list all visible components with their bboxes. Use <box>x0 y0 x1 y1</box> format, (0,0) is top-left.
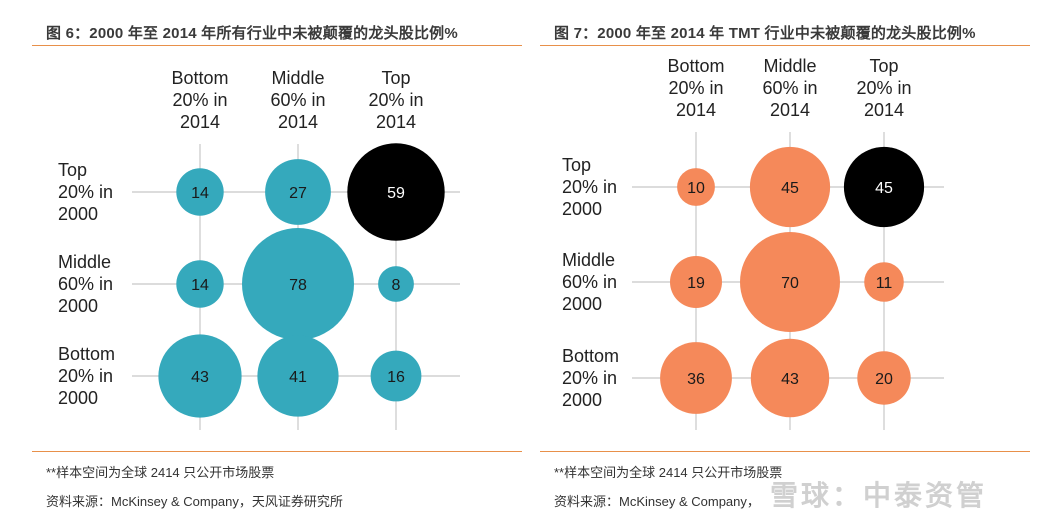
row-label-line: 60% in <box>58 274 113 294</box>
bubble <box>158 334 242 418</box>
row-label-line: Top <box>562 155 591 175</box>
row-label-line: 20% in <box>562 368 617 388</box>
bubble-value: 8 <box>392 277 401 294</box>
row-label-line: 2000 <box>562 199 602 219</box>
row-label-line: 2000 <box>58 204 98 224</box>
column-label: Middle 60% in 2014 <box>270 68 325 132</box>
column-label-line: 20% in <box>856 78 911 98</box>
bubble-value: 43 <box>781 371 799 388</box>
bubble <box>660 342 732 414</box>
chart-title: 图 6：2000 年至 2014 年所有行业中未被颠覆的龙头股比例% <box>46 25 458 42</box>
row-label-line: Bottom <box>58 344 115 364</box>
bubble <box>864 262 904 302</box>
footer-divider <box>32 451 522 452</box>
bubble <box>265 159 331 225</box>
chart-panel-left: 图 6：2000 年至 2014 年所有行业中未被颠覆的龙头股比例% Botto… <box>32 0 532 524</box>
column-label-line: 20% in <box>368 90 423 110</box>
bubble-value: 19 <box>687 275 705 292</box>
source-note: 资料来源：McKinsey & Company， <box>554 494 760 509</box>
bubble-value: 43 <box>191 369 209 386</box>
bubble <box>843 146 925 228</box>
column-label-line: 2014 <box>770 100 810 120</box>
column-label-line: Bottom <box>171 68 228 88</box>
bubble-value: 16 <box>387 369 405 386</box>
bubble-value: 27 <box>289 185 307 202</box>
row-label-line: Top <box>58 160 87 180</box>
row-label: Middle 60% in 2000 <box>58 252 113 316</box>
watermark: 雪球：中泰资管 <box>770 480 988 511</box>
bubble-value: 10 <box>687 180 705 197</box>
row-label: Middle 60% in 2000 <box>562 250 617 314</box>
footer-divider <box>540 451 1030 452</box>
row-label-line: 60% in <box>562 272 617 292</box>
row-label-line: 2000 <box>562 294 602 314</box>
bubble <box>857 351 911 405</box>
column-label-line: 2014 <box>864 100 904 120</box>
column-label-line: 60% in <box>270 90 325 110</box>
bubble-value: 41 <box>289 369 307 386</box>
bubble <box>370 350 422 402</box>
bubble-value: 78 <box>289 277 307 294</box>
bubble <box>176 168 224 216</box>
column-label: Top 20% in 2014 <box>856 56 911 120</box>
bubble <box>347 143 445 241</box>
bubble-value: 14 <box>191 185 209 202</box>
bubble <box>176 260 224 308</box>
chart-title: 图 7：2000 年至 2014 年 TMT 行业中未被颠覆的龙头股比例% <box>554 25 976 42</box>
row-label-line: 2000 <box>58 296 98 316</box>
column-label-line: 2014 <box>676 100 716 120</box>
bubble <box>750 338 830 418</box>
bubble <box>257 335 339 417</box>
row-label: Bottom 20% in 2000 <box>58 344 115 408</box>
bubble <box>242 228 354 340</box>
bubble <box>749 146 831 228</box>
column-label: Middle 60% in 2014 <box>762 56 817 120</box>
row-label-line: 20% in <box>58 366 113 386</box>
sample-note: **样本空间为全球 2414 只公开市场股票 <box>46 465 275 480</box>
column-label-line: 2014 <box>278 112 318 132</box>
sample-note: **样本空间为全球 2414 只公开市场股票 <box>554 465 783 480</box>
row-label: Top 20% in 2000 <box>58 160 113 224</box>
row-label-line: Middle <box>562 250 615 270</box>
column-label: Bottom 20% in 2014 <box>171 68 228 132</box>
bubble-value: 45 <box>781 180 799 197</box>
chart-panel-right: 图 7：2000 年至 2014 年 TMT 行业中未被颠覆的龙头股比例% Bo… <box>540 0 1040 524</box>
bubble <box>670 256 722 308</box>
bubble-value: 14 <box>191 277 209 294</box>
bubble-value: 70 <box>781 275 799 292</box>
column-label-line: Top <box>869 56 898 76</box>
column-label-line: Top <box>381 68 410 88</box>
bubble-value: 36 <box>687 371 705 388</box>
bubble <box>677 168 715 206</box>
column-label-line: 60% in <box>762 78 817 98</box>
row-label-line: Bottom <box>562 346 619 366</box>
bubble-value: 45 <box>875 180 893 197</box>
row-label-line: 2000 <box>58 388 98 408</box>
row-label: Top 20% in 2000 <box>562 155 617 219</box>
bubble <box>378 266 414 302</box>
column-label: Bottom 20% in 2014 <box>667 56 724 120</box>
row-label-line: 20% in <box>58 182 113 202</box>
column-label-line: 2014 <box>376 112 416 132</box>
title-divider <box>32 45 522 46</box>
row-label-line: 2000 <box>562 390 602 410</box>
bubble-value: 20 <box>875 371 893 388</box>
column-label-line: 20% in <box>668 78 723 98</box>
source-note: 资料来源：McKinsey & Company，天风证券研究所 <box>46 494 343 509</box>
row-label-line: 20% in <box>562 177 617 197</box>
column-label-line: Middle <box>271 68 324 88</box>
column-label-line: Middle <box>763 56 816 76</box>
column-label-line: 20% in <box>172 90 227 110</box>
column-label-line: 2014 <box>180 112 220 132</box>
column-label: Top 20% in 2014 <box>368 68 423 132</box>
bubble-value: 11 <box>876 275 893 292</box>
column-label-line: Bottom <box>667 56 724 76</box>
row-label: Bottom 20% in 2000 <box>562 346 619 410</box>
bubble-value: 59 <box>387 185 405 202</box>
row-label-line: Middle <box>58 252 111 272</box>
title-divider <box>540 45 1030 46</box>
bubble <box>740 232 840 332</box>
